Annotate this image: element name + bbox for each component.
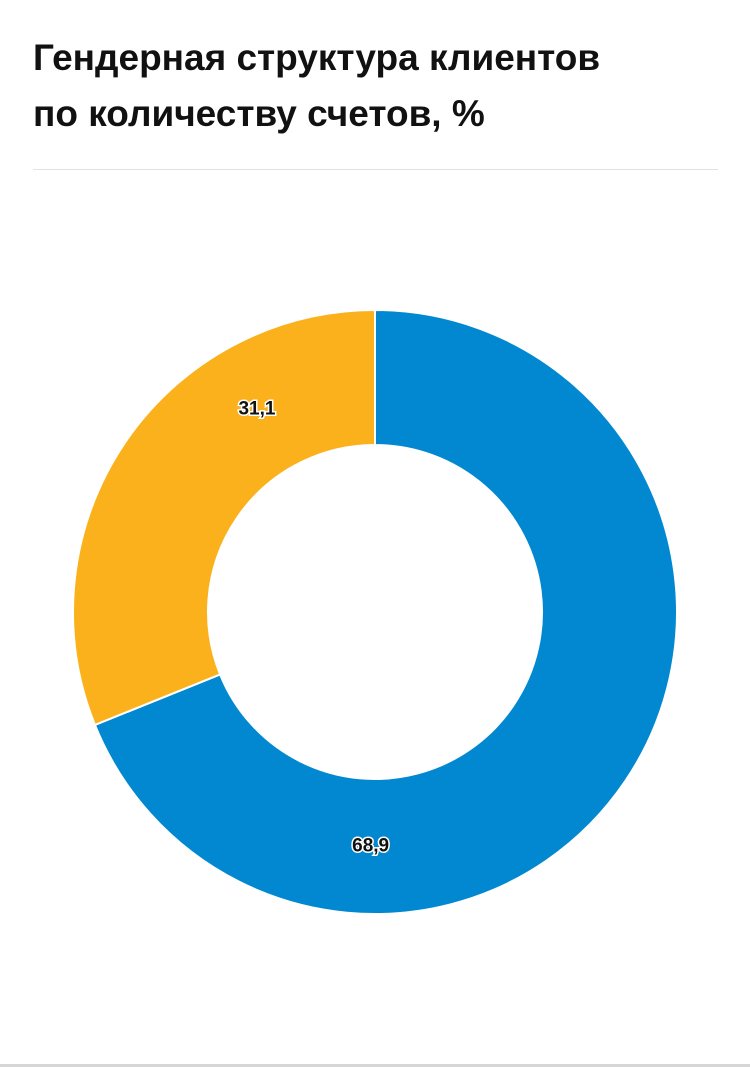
slice-value-label-1: 68,9 xyxy=(352,835,389,856)
labels-layer: 68,9 31,1 xyxy=(237,397,391,858)
donut-slice-2 xyxy=(72,308,376,727)
donut-slice-1 xyxy=(93,308,678,915)
slice-value-label-2: 31,1 xyxy=(238,398,275,419)
bottom-border xyxy=(0,1064,750,1067)
slices-layer xyxy=(72,308,678,915)
chart-title: Гендерная структура клиентов по количест… xyxy=(33,37,601,134)
title-divider xyxy=(33,169,718,170)
